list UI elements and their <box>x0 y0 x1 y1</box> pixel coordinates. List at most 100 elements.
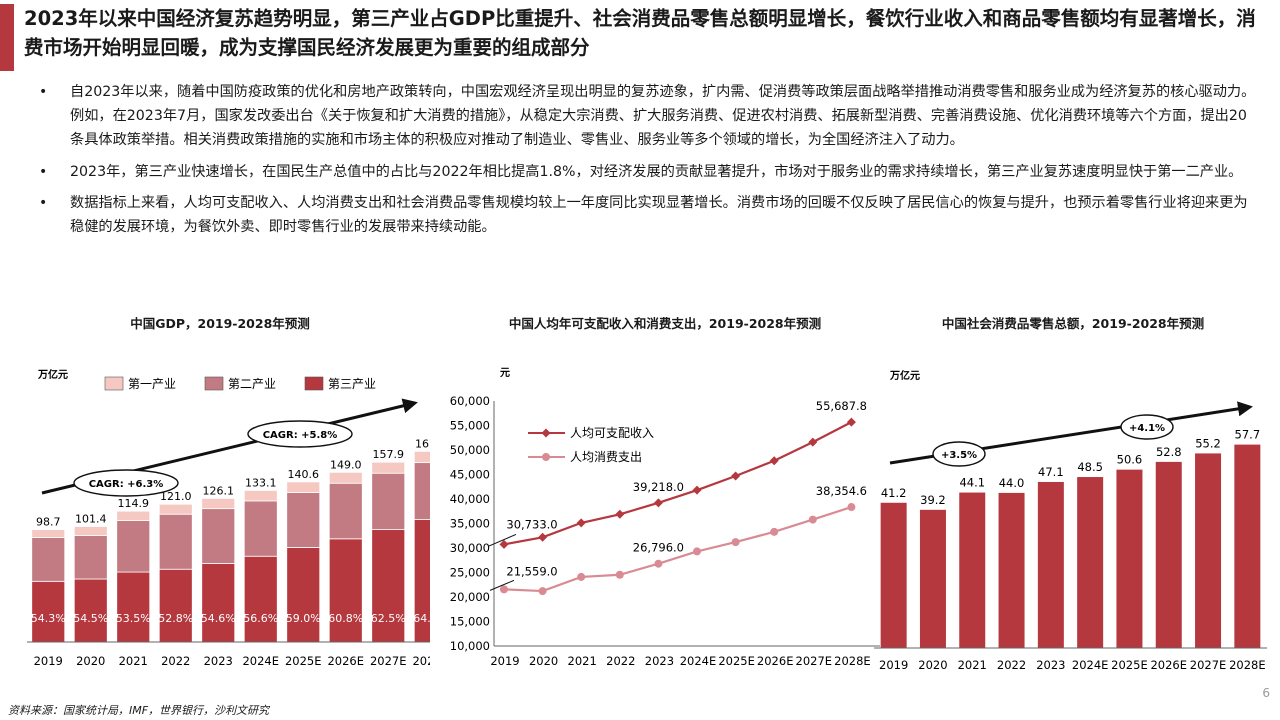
x-tick-label: 2026E <box>327 654 364 668</box>
unit-label: 元 <box>500 367 510 379</box>
label-pointer <box>487 533 517 547</box>
bar-segment <box>371 461 406 474</box>
total-label: 114.9 <box>118 497 150 510</box>
bar <box>1037 481 1064 648</box>
x-tick-label: 2020 <box>529 654 558 668</box>
x-tick-label: 2024E <box>242 654 279 668</box>
total-label: 133.1 <box>245 476 277 489</box>
bar-segment <box>116 520 151 573</box>
value-label: 41.2 <box>881 486 907 500</box>
bar-segment <box>73 578 108 643</box>
retail-chart-title: 中国社会消费品零售总额，2019-2028年预测 <box>941 316 1205 331</box>
bar-segment <box>116 571 151 643</box>
data-point <box>538 532 548 542</box>
bar-segment <box>328 471 363 484</box>
growth-bubble <box>1120 414 1174 440</box>
y-tick-label: 55,000 <box>450 419 490 433</box>
x-tick-label: 2028E <box>1229 658 1266 672</box>
bar-segment <box>286 492 321 548</box>
total-label: 149.0 <box>330 458 362 471</box>
bar-segment <box>201 508 236 564</box>
income-chart: 元 10,000 15,000 20,000 25,000 30,000 35,000 40,… <box>450 367 880 668</box>
bar <box>1234 444 1261 648</box>
bar-segment <box>201 563 236 643</box>
bar <box>880 502 907 648</box>
bar-segment <box>158 513 193 570</box>
bar <box>919 509 946 648</box>
bullet-list: • 自2023年以来，随着中国防疫政策的优化和房地产政策转向，中国宏观经济呈现出明… <box>28 80 1258 246</box>
x-tick-label: 2021 <box>958 658 987 672</box>
growth-bubble <box>932 441 986 467</box>
bar-segment <box>371 472 406 530</box>
legend-swatch <box>104 376 124 391</box>
bullet-text: 自2023年以来，随着中国防疫政策的优化和房地产政策转向，中国宏观经济呈现出明显… <box>70 84 1256 149</box>
bar <box>1116 469 1143 648</box>
bullet-text: 数据指标上来看，人均可支配收入、人均消费支出和社会消费品零售规模均较上一年度同比… <box>70 194 1248 236</box>
data-point <box>808 515 817 524</box>
share-label: 54.5% <box>73 612 108 625</box>
bar <box>1155 461 1182 648</box>
x-tick-label: 2019 <box>490 654 519 668</box>
share-label: 64.2% <box>413 612 430 625</box>
x-tick-label: 2024E <box>1072 658 1109 672</box>
legend-swatch <box>204 376 224 391</box>
bar-segment <box>158 503 193 515</box>
value-label: 55.2 <box>1195 436 1221 450</box>
y-tick-label: 10,000 <box>450 639 490 653</box>
bullet-item: • 数据指标上来看，人均可支配收入、人均消费支出和社会消费品零售规模均较上一年度同… <box>28 191 1258 239</box>
bar-segment <box>243 555 278 643</box>
x-tick-label: 2028E <box>412 654 430 668</box>
share-label: 59.0% <box>286 612 321 625</box>
bullet-dot-icon: • <box>39 84 48 100</box>
data-point <box>731 471 741 481</box>
bar-segment <box>201 497 236 510</box>
legend-marker <box>542 453 550 461</box>
bullet-text: 2023年，第三产业快速增长，在国民生产总值中的占比与2022年相比提高1.8%… <box>70 163 1243 180</box>
y-tick-label: 15,000 <box>450 615 490 629</box>
data-label: 55,687.8 <box>816 399 867 413</box>
legend-swatch <box>304 376 324 391</box>
cagr-label: CAGR: +5.8% <box>263 430 338 441</box>
bar <box>959 492 986 648</box>
data-label: 39,218.0 <box>633 480 684 494</box>
x-tick-label: 2025E <box>718 654 755 668</box>
total-label: 157.9 <box>373 448 405 461</box>
x-tick-label: 2019 <box>34 654 63 668</box>
x-tick-label: 2027E <box>1190 658 1227 672</box>
bullet-dot-icon: • <box>39 163 48 180</box>
bar-segment <box>73 526 108 536</box>
x-tick-label: 2028E <box>834 654 871 668</box>
value-label: 57.7 <box>1235 428 1261 442</box>
bar <box>998 492 1025 648</box>
share-label: 54.6% <box>201 612 236 625</box>
x-tick-label: 2027E <box>796 654 833 668</box>
value-label: 47.1 <box>1038 465 1064 479</box>
data-point <box>847 503 856 512</box>
share-label: 54.3% <box>31 612 66 625</box>
x-tick-label: 2023 <box>1036 658 1065 672</box>
data-point <box>577 572 586 581</box>
bullet-item: • 2023年，第三产业快速增长，在国民生产总值中的占比与2022年相比提高1.8… <box>28 160 1258 184</box>
y-tick-label: 50,000 <box>450 443 490 457</box>
x-tick-label: 2020 <box>918 658 947 672</box>
y-tick-label: 20,000 <box>450 590 490 604</box>
bar <box>1077 477 1104 648</box>
bar-segment <box>158 568 193 643</box>
label-pointer <box>489 579 515 591</box>
data-point <box>731 538 740 547</box>
value-label: 50.6 <box>1117 453 1143 467</box>
data-point <box>500 585 508 594</box>
bar-segment <box>286 547 321 643</box>
data-point <box>846 417 856 427</box>
x-tick-label: 2023 <box>645 654 674 668</box>
x-tick-label: 2019 <box>879 658 908 672</box>
value-label: 39.2 <box>920 493 946 507</box>
bar-segment <box>286 481 321 493</box>
data-point <box>615 570 624 579</box>
bar-segment <box>371 529 406 643</box>
cagr-bubble <box>247 420 353 448</box>
x-tick-label: 2022 <box>161 654 190 668</box>
x-tick-label: 2026E <box>757 654 794 668</box>
y-tick-label: 30,000 <box>450 541 490 555</box>
total-label: 121.0 <box>160 490 192 503</box>
